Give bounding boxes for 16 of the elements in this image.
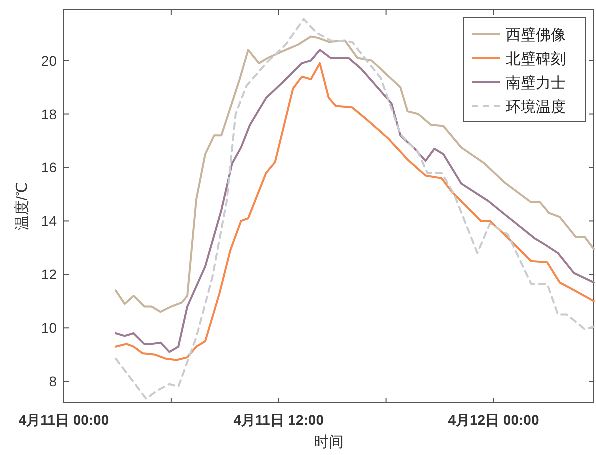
y-axis-title: 温度/℃: [14, 182, 31, 231]
x-tick-label: 4月11日 12:00: [234, 412, 324, 428]
legend-label: 南壁力士: [506, 74, 566, 92]
x-tick-label: 4月12日 00:00: [448, 412, 540, 428]
x-axis-title: 时间: [314, 434, 344, 451]
y-tick-label: 12: [41, 266, 58, 283]
y-tick-label: 18: [41, 106, 58, 122]
y-tick-label: 16: [41, 160, 58, 176]
legend-label: 北壁碑刻: [506, 50, 566, 68]
y-tick-label: 10: [41, 320, 58, 336]
y-tick-label: 20: [41, 52, 58, 69]
y-tick-label: 14: [41, 213, 58, 230]
legend-label: 环境温度: [506, 98, 566, 116]
x-tick-label: 4月11日 00:00: [18, 412, 110, 428]
y-tick-label: 8: [49, 374, 58, 390]
legend-label: 西壁佛像: [506, 26, 566, 44]
